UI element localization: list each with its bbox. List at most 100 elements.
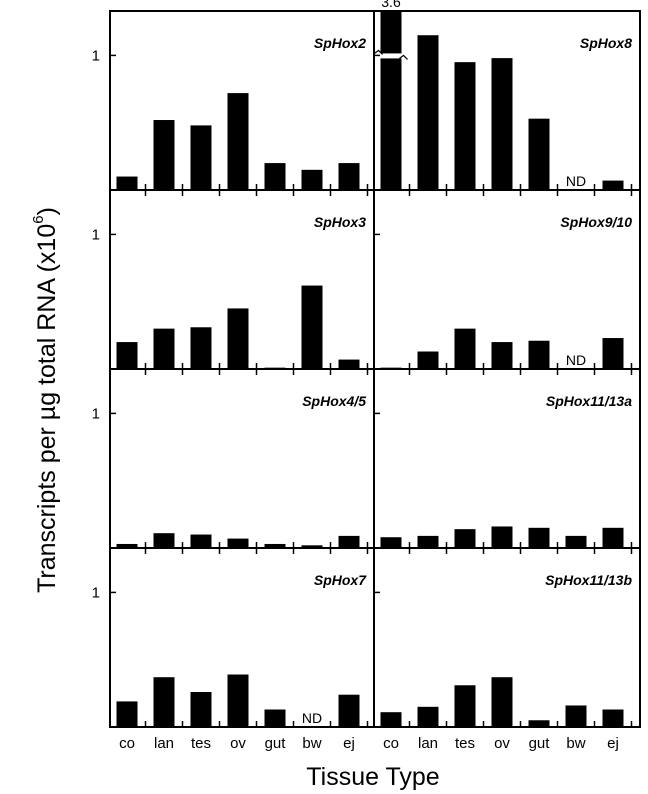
bar-ov [227, 674, 249, 727]
y-tick-label: 1 [92, 226, 100, 243]
bar-ov [227, 308, 249, 369]
bar-ej [602, 527, 624, 548]
bar-gut [264, 709, 286, 727]
bar-ej [338, 359, 360, 369]
y-axis-title-close: ) [33, 207, 61, 215]
bar-co [380, 712, 402, 727]
bar-ej [338, 694, 360, 727]
frame-layer [109, 10, 641, 728]
panel-title: SpHox3 [314, 214, 366, 230]
bar-lan [153, 533, 175, 548]
panel-title: SpHox11/13b [545, 572, 632, 588]
axis-break-mark [374, 49, 408, 60]
bar-tes [454, 62, 476, 191]
bar-ov [491, 526, 513, 548]
panel-sphox8: SpHox8 3.6 ND [374, 0, 632, 191]
x-tick-label-co: co [119, 735, 135, 752]
bar-tes [190, 125, 212, 190]
x-tick-label-ov: ov [230, 735, 246, 752]
nd-label: ND [566, 173, 586, 189]
x-tick-label-co: co [383, 735, 399, 752]
bar-ej [338, 163, 360, 190]
bar-lan [153, 677, 175, 727]
bar-ov [227, 93, 249, 190]
y-axis-title-group: Transcripts per µg total RNA (x106) [30, 207, 61, 593]
bar-gut [264, 163, 286, 190]
y-axis-title: Transcripts per µg total RNA (x106) [30, 207, 61, 593]
x-tick-label-gut: gut [265, 735, 287, 752]
bar-co [116, 701, 138, 727]
x-axis: co lan tes ov gut bw ej co lan tes ov gut bw ej [119, 735, 619, 752]
bar-co [116, 543, 138, 548]
nd-label: ND [566, 352, 586, 368]
panel-sphox11-13a: SpHox11/13a [380, 393, 632, 548]
panel-title: SpHox2 [314, 35, 366, 51]
x-axis-title: Tissue Type [306, 763, 439, 791]
x-tick-label-tes: tes [455, 735, 475, 752]
x-tick-label-lan: lan [154, 735, 174, 752]
bar-bw [301, 169, 323, 190]
bar-lan [417, 706, 439, 727]
bar-ej [602, 709, 624, 727]
panel-sphox7: SpHox7 1 ND [92, 572, 367, 727]
panel-title: SpHox4/5 [302, 393, 366, 409]
y-axis-title-main: Transcripts per µg total RNA (x10 [33, 224, 61, 593]
x-tick-label-bw: bw [566, 735, 585, 752]
bar-tes [454, 529, 476, 548]
bar-ov [227, 538, 249, 548]
bar-ov [491, 58, 513, 191]
bar-gut [528, 527, 550, 548]
panel-sphox4-5: SpHox4/5 1 [92, 393, 366, 548]
y-axis-title-exponent: 6 [30, 215, 47, 223]
x-tick-label-ov: ov [494, 735, 510, 752]
bar-bw [565, 535, 587, 548]
bar-lan [417, 535, 439, 548]
bar-bw [301, 545, 323, 548]
bar-bw [565, 705, 587, 727]
x-tick-label-ej: ej [607, 735, 619, 752]
bar-co [116, 342, 138, 369]
axis-break [376, 53, 406, 59]
bar-co [380, 537, 402, 548]
y-tick-label: 1 [92, 405, 100, 422]
bar-tes [190, 327, 212, 369]
bar-tes [190, 534, 212, 548]
panels-layer: SpHox21SpHox83.6NDSpHox31SpHox9/10NDSpHo… [92, 0, 632, 727]
nd-label: ND [302, 710, 322, 726]
bar-ej [602, 180, 624, 190]
x-tick-label-ej: ej [343, 735, 355, 752]
panel-title: SpHox8 [580, 35, 632, 51]
bar-bw [301, 285, 323, 369]
bar-co [116, 176, 138, 190]
panel-title: SpHox9/10 [560, 214, 632, 230]
panel-sphox2: SpHox2 1 [92, 35, 366, 190]
bar-gut [528, 720, 550, 727]
bar-gut [264, 543, 286, 548]
panel-sphox9-10: SpHox9/10 ND [380, 214, 632, 369]
bar-gut [528, 118, 550, 190]
y-tick-label: 1 [92, 584, 100, 601]
bar-co [380, 11, 402, 190]
bar-tes [454, 685, 476, 727]
bar-tes [454, 328, 476, 369]
bar-value-label: 3.6 [381, 0, 401, 10]
bar-lan [417, 351, 439, 369]
bar-lan [153, 120, 175, 190]
bar-tes [190, 692, 212, 727]
x-tick-label-lan: lan [418, 735, 438, 752]
bar-ej [602, 338, 624, 369]
panel-title: SpHox11/13a [546, 393, 632, 409]
bar-gut [528, 340, 550, 369]
bar-ov [491, 677, 513, 727]
bar-ej [338, 535, 360, 548]
bar-lan [417, 35, 439, 191]
bar-ov [491, 342, 513, 369]
panel-sphox3: SpHox3 1 [92, 214, 366, 369]
bar-lan [153, 328, 175, 369]
x-tick-label-gut: gut [529, 735, 551, 752]
y-tick-label: 1 [92, 47, 100, 64]
panel-title: SpHox7 [314, 572, 367, 588]
x-tick-label-bw: bw [302, 735, 321, 752]
x-tick-label-tes: tes [191, 735, 211, 752]
